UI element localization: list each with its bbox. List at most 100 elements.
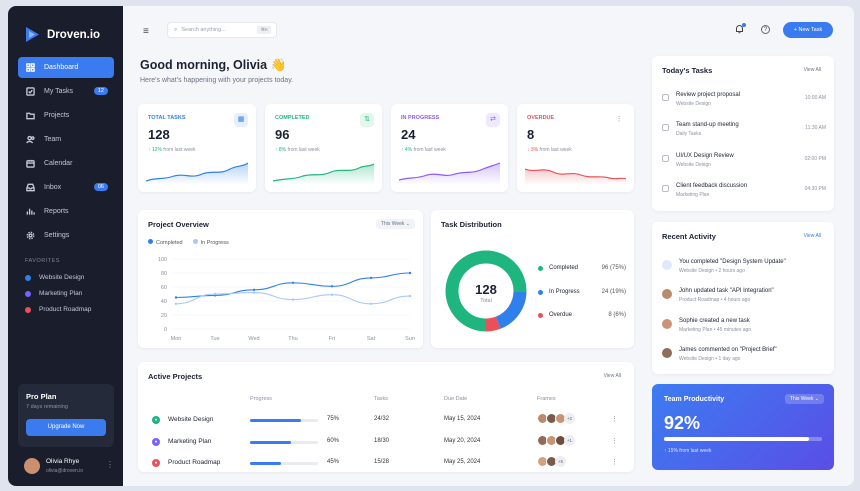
nav-item-team[interactable]: Team [18,129,114,150]
brand[interactable]: Droven.io [25,26,100,43]
sparkline [525,168,626,185]
help-icon[interactable]: ? [761,25,770,34]
data-point [408,271,412,275]
avatar [662,260,672,270]
period-dropdown[interactable]: This Week ⌄ [375,219,415,229]
change-arrow: ↑ [275,147,278,153]
new-task-button[interactable]: + New Task [783,22,833,38]
task-item[interactable]: UI/UX Design Review Website Design 02:00 P… [662,151,826,175]
stat-value: 96 [275,127,290,142]
app-window: Droven.io Dashboard My Tasks 12 Projects… [8,6,854,486]
stat-value: 128 [148,127,170,142]
chart-legend: Completed In Progress [148,239,229,246]
nav-badge: 12 [93,87,108,95]
data-point [330,285,334,288]
task-time: 02:00 PM [804,156,826,162]
bell-icon[interactable] [735,23,746,36]
stat-card-completed: COMPLETED 96 ↑ 8% from last week ⇅ [265,104,382,192]
view-all-link[interactable]: View All [803,233,821,239]
favorite-product-roadmap[interactable]: Product Roadmap [25,306,91,313]
brand-name: Droven.io [47,28,101,41]
change-suffix: from last week [163,147,196,153]
activity-item: John updated task "API Integration" Produ… [662,286,826,310]
table-row[interactable]: ● Website Design 75% 24/32 May 15, 2024 … [148,411,620,431]
upgrade-button[interactable]: Upgrade Now [26,419,106,436]
activity-text: John updated task "API Integration" [679,288,774,294]
change-percent: 12% [151,147,162,153]
bell-icon-glyph [736,25,743,34]
x-tick-label: Fri [329,336,335,342]
y-tick-label: 40 [161,299,167,305]
extra-count: +1 [564,435,575,446]
nav-item-my-tasks[interactable]: My Tasks 12 [18,81,114,102]
change-percent: 4% [404,147,413,153]
nav-item-projects[interactable]: Projects [18,105,114,126]
table-row[interactable]: ● Marketing Plan 60% 18/30 May 20, 2024 … [148,433,620,453]
view-all-link[interactable]: View All [803,67,821,73]
view-all-link[interactable]: View All [603,373,621,379]
project-name: Marketing Plan [168,438,212,445]
activity-meta: Website Design • 1 day ago [679,356,741,362]
nav-badge: 06 [93,183,108,191]
data-point [174,302,178,305]
task-time: 10:00 AM [804,95,826,101]
task-checkbox[interactable] [662,94,669,101]
table-row[interactable]: ● Product Roadmap 45% 15/28 May 25, 2024… [148,454,620,474]
user-profile[interactable]: Olivia Rhye olivia@droven.io ⋮ [22,454,114,476]
task-title: Team stand-up meeting [676,122,739,128]
stat-label: IN PROGRESS [401,115,440,121]
distribution-value: 96 (75%) [601,265,626,271]
grid-icon [26,63,35,72]
favorite-label: Marketing Plan [39,290,83,297]
line-chart: 100 80 60 40 20 0 Mon Tue Wed Thu Fri Sat Sun [158,257,415,342]
data-point [252,291,256,294]
change-suffix: from last week [413,147,446,153]
favorite-marketing-plan[interactable]: Marketing Plan [25,290,82,297]
x-tick-label: Sun [405,336,415,342]
task-project: Website Design [676,101,711,107]
nav-item-reports[interactable]: Reports [18,201,114,222]
more-vertical-icon[interactable]: ⋮ [611,438,618,445]
change-arrow: ↑ [148,147,151,153]
notification-dot [742,23,746,27]
nav-item-dashboard[interactable]: Dashboard [18,57,114,78]
due-date: May 15, 2024 [444,416,481,422]
stat-value: 24 [401,127,416,142]
project-overview-card: Project Overview This Week ⌄ Completed I… [138,210,423,348]
active-projects-card: Active Projects View All Progress Tasks … [138,362,634,472]
task-checkbox[interactable] [662,185,669,192]
progress-label: 45% [327,459,340,465]
user-name: Olivia Rhye [46,458,80,465]
search-input[interactable]: ⌕ Search anything... ⌘K [167,22,277,38]
more-vertical-icon[interactable]: ⋮ [612,113,626,127]
x-tick-label: Sat [367,336,376,342]
activity-text: You completed "Design System Update" [679,259,786,265]
activity-item: James commented on "Project Brief" Websit… [662,345,826,369]
task-item[interactable]: Client feedback discussion Marketing Plan… [662,181,826,205]
progress-label: 75% [327,416,340,422]
progress-bar [250,419,318,422]
change-suffix: from last week [287,147,320,153]
more-vertical-icon[interactable]: ⋮ [611,459,618,466]
stat-card-in-progress: IN PROGRESS 24 ↑ 4% from last week ⇄ [391,104,508,192]
nav-item-inbox[interactable]: Inbox 06 [18,177,114,198]
distribution-value: 24 (19%) [601,289,626,295]
favorite-website-design[interactable]: Website Design [25,274,84,281]
legend-item: In Progress [192,239,229,246]
nav-item-calendar[interactable]: Calendar [18,153,114,174]
task-checkbox[interactable] [662,155,669,162]
period-dropdown[interactable]: This Week ⌄ [784,394,824,404]
activity-meta: Website Design • 2 hours ago [679,268,745,274]
task-item[interactable]: Review project proposal Website Design 10:… [662,90,826,114]
x-tick-label: Wed [248,336,259,342]
menu-icon[interactable]: ≡ [143,26,149,37]
more-vertical-icon[interactable]: ⋮ [611,416,618,423]
task-item[interactable]: Team stand-up meeting Daily Tasks 11:30 AM [662,120,826,144]
nav-item-settings[interactable]: Settings [18,225,114,246]
stat-label: TOTAL TASKS [148,115,186,121]
sparkline [399,162,500,185]
task-checkbox[interactable] [662,124,669,131]
avatar-group: +1 [537,435,575,446]
more-vertical-icon[interactable]: ⋮ [106,460,114,469]
inbox-icon [26,183,35,192]
